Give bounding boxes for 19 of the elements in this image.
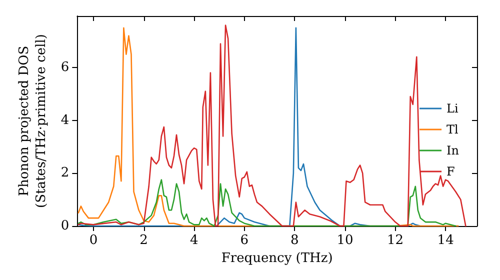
- x-tick-label: 8: [290, 233, 299, 248]
- x-tick-label: 10: [336, 233, 354, 248]
- x-axis-title: Frequency (THz): [221, 251, 333, 266]
- y-axis-title: Phonon projected DOS (States/THz·primitive cell): [17, 34, 49, 208]
- legend-label: In: [446, 144, 460, 158]
- legend-label: Tl: [446, 122, 459, 136]
- x-tick-label: 0: [89, 233, 98, 248]
- x-tick-label: 6: [240, 233, 249, 248]
- x-tick-label: 4: [190, 233, 198, 248]
- x-tick-label: 2: [140, 233, 148, 248]
- legend-label: F: [446, 164, 455, 178]
- x-tick-label: 14: [437, 233, 454, 248]
- y-tick-label: 6: [60, 60, 70, 76]
- legend-label: Li: [446, 102, 458, 116]
- y-tick-label: 2: [60, 166, 70, 181]
- line-series: [78, 179, 456, 227]
- y-tick-label: 4: [60, 112, 70, 128]
- y-tick-label: 0: [60, 218, 70, 234]
- x-tick-label: 12: [387, 233, 404, 248]
